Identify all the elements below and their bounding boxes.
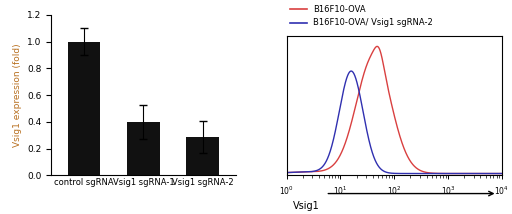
Text: Vsig1: Vsig1: [293, 201, 320, 211]
Bar: [127, 122, 160, 175]
Bar: [68, 42, 100, 175]
Legend: B16F10-OVA, B16F10-OVA/ Vsig1 sgRNA-2: B16F10-OVA, B16F10-OVA/ Vsig1 sgRNA-2: [287, 2, 436, 31]
Y-axis label: Vsig1 expression (fold): Vsig1 expression (fold): [13, 43, 22, 147]
Bar: [186, 137, 219, 175]
